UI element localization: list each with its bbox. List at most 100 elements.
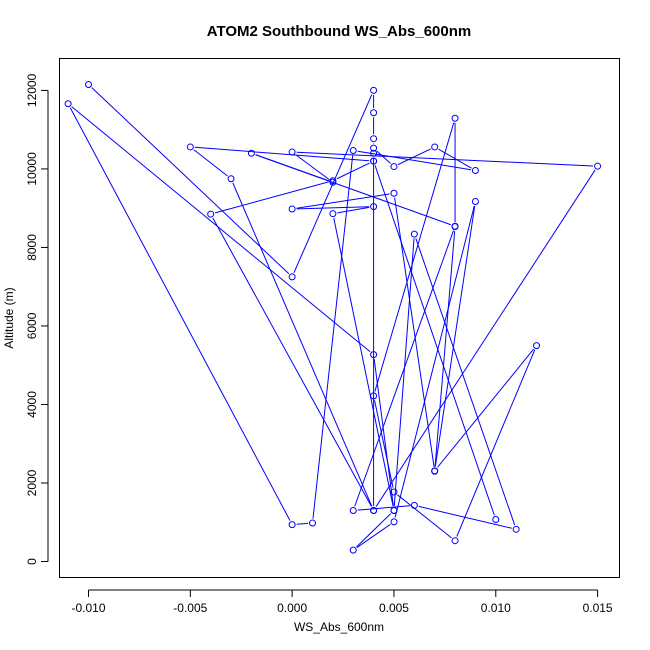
data-point: [390, 506, 398, 514]
data-point: [64, 100, 72, 108]
series-segment: [333, 217, 394, 507]
series-segment: [337, 206, 370, 214]
y-tick-label: 4000: [25, 391, 39, 418]
data-point: [85, 81, 93, 89]
series-layer: [64, 81, 602, 554]
x-tick-label: 0.005: [379, 601, 409, 615]
y-tick-label: 8000: [25, 234, 39, 261]
data-point: [329, 177, 337, 185]
series-segment: [374, 165, 495, 516]
series-segment: [296, 206, 370, 210]
data-point: [390, 518, 398, 526]
series-segment: [69, 107, 291, 521]
data-point: [370, 157, 378, 165]
series-segment: [434, 231, 456, 467]
data-point: [471, 166, 479, 174]
data-point: [288, 148, 296, 156]
x-axis: -0.010 -0.005 0.000 0.005 0.010 0.015: [71, 589, 613, 615]
series-segment: [357, 150, 472, 171]
x-tick-label: 0.000: [277, 601, 307, 615]
data-point: [410, 230, 418, 238]
series-segment: [296, 193, 390, 209]
series-segment: [194, 146, 370, 162]
series-segment: [415, 238, 516, 526]
data-point: [370, 506, 378, 514]
data-point: [207, 210, 215, 218]
series-segment: [296, 151, 594, 167]
data-point: [288, 273, 296, 281]
series-segment: [356, 513, 392, 548]
series-segment: [255, 154, 329, 182]
series-segment: [71, 106, 371, 353]
data-point: [390, 163, 398, 171]
data-point: [370, 149, 378, 157]
data-point: [471, 198, 479, 206]
series-segment: [357, 505, 410, 511]
data-point: [370, 351, 378, 359]
y-tick-label: 10000: [25, 152, 39, 186]
series-segment: [374, 400, 394, 488]
data-point: [451, 537, 459, 545]
data-point: [288, 205, 296, 213]
series-segment: [212, 217, 372, 507]
series-segment: [437, 348, 535, 468]
y-tick-label: 6000: [25, 312, 39, 339]
series-segment: [434, 205, 476, 467]
series-segment: [296, 522, 309, 525]
data-point: [370, 392, 378, 400]
series-segment: [394, 205, 475, 518]
x-tick-label: 0.010: [481, 601, 511, 615]
data-point: [329, 210, 337, 218]
data-point: [186, 143, 194, 151]
data-point: [431, 467, 439, 475]
series-segment: [356, 524, 391, 548]
y-axis: 0 2000 4000 6000 8000 10000 12000: [25, 73, 49, 565]
series-segment: [376, 150, 391, 164]
y-tick-label: 0: [25, 558, 39, 565]
series-segment: [393, 238, 415, 507]
x-tick-label: -0.010: [71, 601, 105, 615]
data-point: [390, 189, 398, 197]
data-point: [370, 144, 378, 152]
series-segment: [214, 181, 329, 214]
chart-title: ATOM2 Southbound WS_Abs_600nm: [207, 23, 471, 40]
data-point: [349, 506, 357, 514]
x-tick-label: 0.015: [583, 601, 613, 615]
series-segment: [374, 122, 455, 392]
series-segment: [397, 148, 431, 166]
data-point: [288, 521, 296, 529]
data-point: [492, 516, 500, 524]
data-point: [390, 488, 398, 496]
y-tick-label: 12000: [25, 73, 39, 107]
data-point: [227, 175, 235, 183]
data-point: [410, 501, 418, 509]
data-point: [533, 342, 541, 350]
data-point: [370, 109, 378, 117]
data-point: [349, 146, 357, 154]
data-point: [309, 519, 317, 527]
data-point: [247, 149, 255, 157]
series-segment: [232, 182, 373, 507]
series-segment: [397, 494, 452, 539]
data-point: [370, 135, 378, 143]
data-point: [370, 86, 378, 94]
y-tick-label: 2000: [25, 469, 39, 496]
x-tick-label: -0.005: [173, 601, 207, 615]
plot-area: [59, 58, 620, 578]
series-segment: [354, 230, 455, 507]
series-segment: [456, 349, 536, 537]
series-segment: [336, 162, 370, 180]
data-point: [451, 114, 459, 122]
y-axis-label: Altitude (m): [2, 287, 16, 348]
data-point: [431, 143, 439, 151]
series-segment: [312, 154, 354, 519]
series-segment: [295, 154, 330, 180]
series-segment: [418, 505, 512, 529]
data-point: [594, 162, 602, 170]
data-point: [370, 203, 378, 211]
data-point: [451, 222, 459, 230]
data-point: [349, 546, 357, 554]
series-segment: [375, 169, 596, 507]
series-segment: [91, 87, 290, 275]
